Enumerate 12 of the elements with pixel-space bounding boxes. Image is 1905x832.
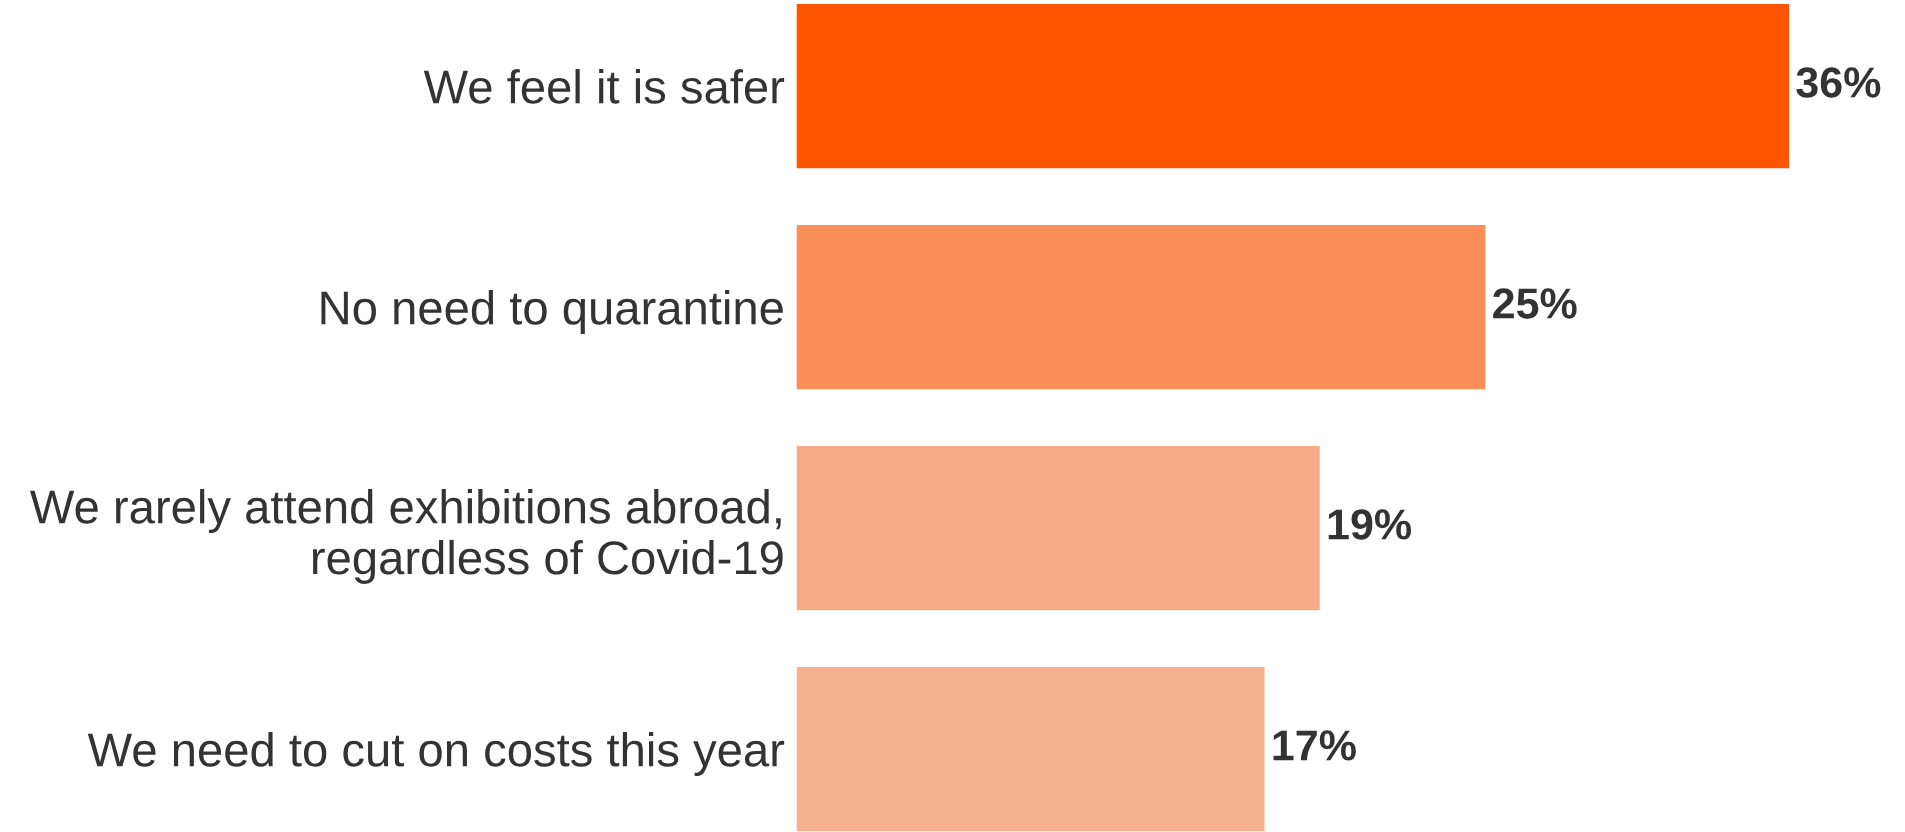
y-tick-label: No need to quarantine — [321, 290, 783, 335]
bar — [796, 223, 1487, 391]
y-tick-label: We need to cut on costs this year — [87, 732, 785, 777]
y-tick-label: We rarely attend exhibitions abroad, regardless of Covid-19 — [30, 489, 783, 584]
data-label: 25% — [1493, 288, 1577, 319]
bar — [796, 665, 1266, 832]
y-tick-label: We feel it is safer — [423, 69, 785, 104]
bar — [796, 444, 1322, 612]
bar — [796, 2, 1791, 170]
data-label: 36% — [1796, 67, 1881, 98]
data-label: 19% — [1328, 509, 1412, 540]
data-label: 17% — [1273, 730, 1356, 761]
